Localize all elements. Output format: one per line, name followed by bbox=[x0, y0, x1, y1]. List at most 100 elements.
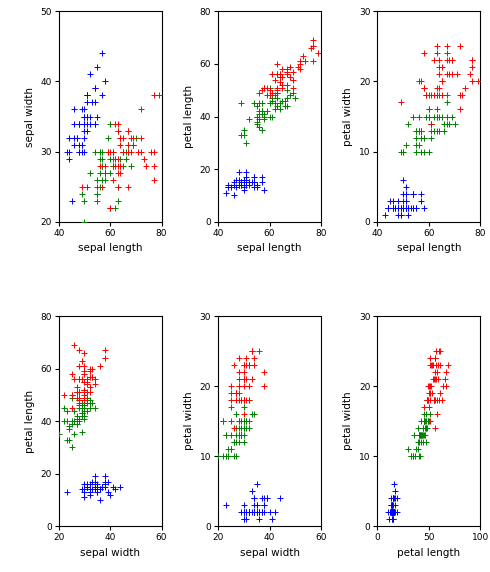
Point bbox=[91, 482, 98, 491]
Point bbox=[65, 435, 73, 444]
Point bbox=[94, 189, 101, 198]
Point bbox=[227, 416, 235, 426]
Point bbox=[284, 81, 292, 90]
Point bbox=[255, 99, 263, 108]
Point bbox=[441, 126, 448, 135]
Point bbox=[83, 482, 91, 491]
Point bbox=[94, 487, 101, 496]
Point bbox=[250, 360, 258, 370]
Point bbox=[296, 57, 304, 66]
Point bbox=[468, 63, 476, 72]
Point bbox=[421, 424, 429, 433]
Point bbox=[386, 508, 393, 517]
Point bbox=[423, 396, 431, 405]
Point bbox=[230, 190, 238, 200]
Point bbox=[253, 101, 261, 110]
Point bbox=[261, 109, 269, 118]
Point bbox=[232, 431, 240, 440]
Point bbox=[94, 189, 101, 198]
Point bbox=[96, 161, 104, 170]
Point bbox=[98, 182, 106, 191]
Point bbox=[389, 515, 397, 524]
Point bbox=[276, 99, 284, 108]
Point bbox=[68, 390, 75, 399]
Point bbox=[86, 490, 94, 499]
Point bbox=[70, 406, 78, 415]
Point bbox=[258, 177, 266, 186]
Point bbox=[230, 177, 238, 186]
Point bbox=[240, 500, 248, 510]
Point bbox=[281, 101, 289, 110]
Point bbox=[448, 56, 456, 65]
Point bbox=[422, 416, 430, 426]
Point bbox=[222, 431, 230, 440]
Point bbox=[255, 508, 263, 517]
Point bbox=[273, 88, 281, 97]
Point bbox=[63, 416, 71, 426]
Point bbox=[432, 360, 440, 370]
Point bbox=[114, 154, 122, 163]
Point bbox=[443, 98, 451, 107]
Point bbox=[127, 133, 135, 142]
Point bbox=[80, 403, 88, 412]
Point bbox=[240, 185, 248, 194]
Point bbox=[431, 353, 439, 363]
Point bbox=[420, 410, 428, 419]
Point bbox=[106, 154, 114, 163]
Point bbox=[424, 382, 432, 391]
Point bbox=[224, 183, 232, 192]
Point bbox=[263, 494, 271, 503]
Point bbox=[399, 147, 407, 156]
Point bbox=[420, 49, 428, 58]
Point bbox=[270, 104, 278, 113]
Point bbox=[80, 411, 88, 420]
Point bbox=[232, 424, 240, 433]
Point bbox=[407, 452, 415, 461]
Point bbox=[222, 188, 230, 197]
Point bbox=[78, 411, 86, 420]
Point bbox=[65, 133, 73, 142]
Point bbox=[75, 345, 83, 355]
Point bbox=[98, 154, 106, 163]
Point bbox=[255, 88, 263, 97]
Point bbox=[451, 119, 459, 128]
Point bbox=[83, 182, 91, 191]
Point bbox=[124, 147, 132, 156]
Point bbox=[245, 424, 253, 433]
Point bbox=[253, 183, 261, 192]
Point bbox=[474, 77, 482, 86]
Point bbox=[70, 416, 78, 426]
Point bbox=[88, 364, 96, 373]
Point bbox=[73, 411, 81, 420]
Point bbox=[235, 416, 243, 426]
Point bbox=[426, 382, 434, 391]
Point bbox=[389, 203, 397, 212]
Point bbox=[456, 105, 464, 114]
Point bbox=[434, 360, 442, 370]
Point bbox=[240, 438, 248, 447]
Point bbox=[119, 133, 127, 142]
Point bbox=[237, 424, 245, 433]
Y-axis label: petal width: petal width bbox=[184, 392, 194, 451]
Point bbox=[388, 508, 396, 517]
Point bbox=[289, 88, 296, 97]
Point bbox=[124, 182, 132, 191]
Point bbox=[266, 99, 273, 108]
Point bbox=[426, 410, 434, 419]
Point bbox=[273, 70, 281, 79]
Point bbox=[412, 203, 420, 212]
Point bbox=[80, 362, 88, 371]
Point bbox=[78, 182, 86, 191]
Point bbox=[83, 482, 91, 491]
Point bbox=[78, 140, 86, 149]
Point bbox=[390, 508, 398, 517]
Point bbox=[91, 472, 98, 481]
Point bbox=[424, 396, 432, 405]
Point bbox=[232, 388, 240, 398]
Point bbox=[445, 119, 453, 128]
Point bbox=[227, 388, 235, 398]
Point bbox=[388, 508, 396, 517]
Point bbox=[117, 161, 124, 170]
X-axis label: sepal length: sepal length bbox=[78, 243, 143, 253]
Point bbox=[220, 416, 227, 426]
